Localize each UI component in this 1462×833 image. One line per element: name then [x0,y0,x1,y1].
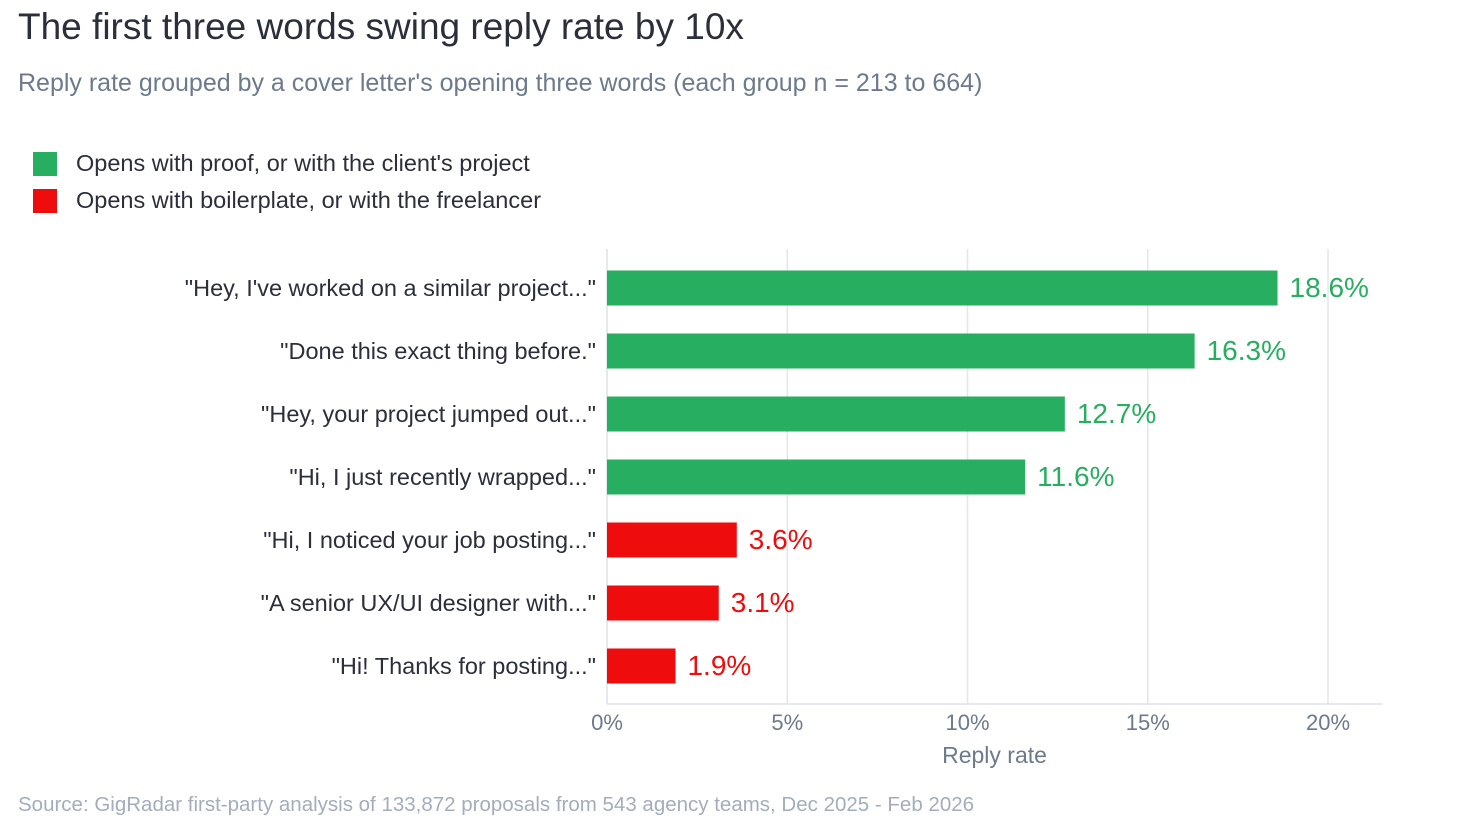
chart-subtitle: Reply rate grouped by a cover letter's o… [18,69,983,97]
x-axis-title: Reply rate [942,742,1047,768]
bar [607,396,1065,432]
value-label: 16.3% [1207,335,1286,366]
legend-label-boilerplate: Opens with boilerplate, or with the free… [76,187,542,213]
chart-title: The first three words swing reply rate b… [18,6,744,47]
legend-item-boilerplate: Opens with boilerplate, or with the free… [33,182,541,219]
source-note: Source: GigRadar first-party analysis of… [18,793,975,816]
category-label: "Hey, your project jumped out..." [261,401,596,427]
category-label: "Hi, I noticed your job posting..." [263,527,596,553]
x-tick-label: 10% [945,710,989,735]
x-tick-label: 5% [771,710,803,735]
value-label: 12.7% [1077,398,1156,429]
bar [607,333,1195,369]
value-label: 3.6% [749,524,813,555]
bar [607,459,1026,495]
x-tick-label: 20% [1306,710,1350,735]
bar [607,270,1278,306]
legend-label-proof: Opens with proof, or with the client's p… [76,150,530,176]
bar [607,522,737,558]
category-label: "A senior UX/UI designer with..." [261,590,596,616]
bar [607,648,676,684]
value-label: 18.6% [1290,272,1369,303]
legend-item-proof: Opens with proof, or with the client's p… [33,145,541,182]
x-tick-label: 15% [1126,710,1170,735]
category-label: "Hey, I've worked on a similar project..… [185,275,596,301]
x-tick-label: 0% [591,710,623,735]
category-label: "Done this exact thing before." [280,338,596,364]
category-label: "Hi, I just recently wrapped..." [289,464,596,490]
value-label: 3.1% [731,587,795,618]
chart-legend: Opens with proof, or with the client's p… [33,145,541,219]
value-label: 11.6% [1037,461,1114,492]
category-label: "Hi! Thanks for posting..." [332,653,596,679]
value-label: 1.9% [687,650,751,681]
legend-swatch-boilerplate [33,188,57,213]
bar [607,585,719,621]
legend-swatch-proof [33,151,57,176]
